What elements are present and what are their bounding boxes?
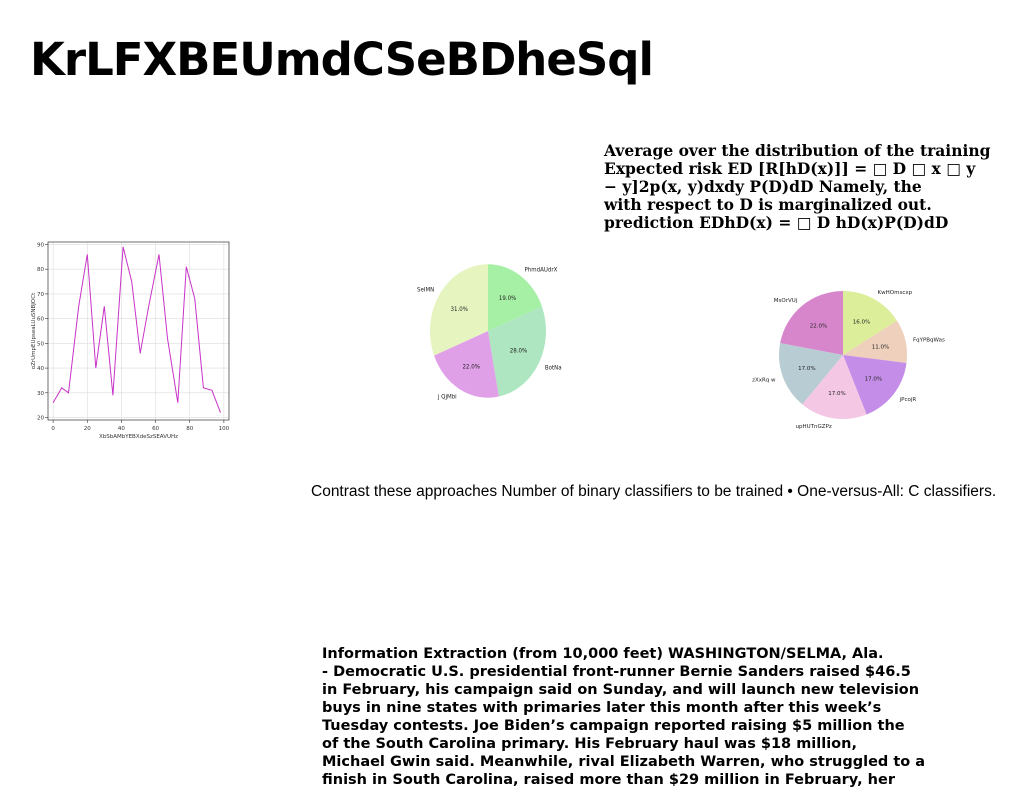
line-chart: 0 20 40 60 80 100 20 30 40 50 60 70 80 90 XbSbAMbYEBXd… (31, 241, 230, 440)
pie-category-label: upHUTnGZPz (796, 424, 832, 430)
article-line: - Democratic U.S. presidential front-run… (322, 664, 911, 680)
pie-slice (488, 306, 546, 397)
pie-pct-label: 17.0% (828, 391, 845, 397)
article-line: Information Extraction (from 10,000 feet… (322, 646, 884, 662)
pie-pct-label: 22.0% (810, 323, 827, 329)
formula-line: Average over the distribution of the tra… (604, 141, 991, 160)
article-text-block: Information Extraction (from 10,000 feet… (322, 645, 926, 789)
article-line: in February, his campaign said on Sunday… (322, 682, 920, 698)
x-tick-label: 40 (118, 426, 125, 432)
plot-frame (47, 241, 230, 421)
pie-chart-1: 19.0% PhmdAUdrX 28.0% BotNa 22.0% j QjMbi 31.0… (417, 264, 562, 401)
pie-chart-2: 16.0% KwHOmscxp 11.0% FqYPBqWas 17.0% jPcojR 1… (752, 290, 945, 430)
pie-pct-label: 28.0% (510, 348, 528, 354)
formula-line: prediction EDhD(x) = □ D hD(x)P(D)dD (604, 213, 949, 232)
pie-category-label: jPcojR (899, 397, 917, 403)
contrast-text: Contrast these approaches Number of bina… (311, 483, 997, 500)
pie-category-label: zXxRq w (752, 377, 776, 383)
pie-category-label: j QjMbi (437, 394, 457, 400)
pie-category-label: FqYPBqWas (913, 337, 945, 343)
pie-slice (843, 355, 907, 415)
pie-category-label: SeIMN (417, 287, 434, 293)
article-line: finish in South Carolina, raised more th… (322, 772, 895, 788)
x-axis-label: XbSbAMbYEBXdeSzSEAVUHz (99, 434, 178, 440)
pie-slice (780, 291, 843, 355)
pie-slice (843, 291, 898, 355)
pie-pct-label: 31.0% (451, 307, 469, 313)
pie-slice (802, 355, 867, 419)
pie-pct-label: 17.0% (865, 377, 882, 383)
x-tick-label: 0 (51, 426, 55, 432)
article-line: Michael Gwin said. Meanwhile, rival Eliz… (322, 754, 926, 770)
line-series (52, 246, 221, 413)
pie-pct-label: 19.0% (499, 296, 517, 302)
pie-pct-label: 22.0% (463, 364, 481, 370)
pie-pct-label: 17.0% (798, 366, 815, 372)
pie-slice (488, 264, 542, 331)
pie-category-label: BotNa (545, 365, 562, 371)
pie-group: 19.0% PhmdAUdrX 28.0% BotNa 22.0% j QjMbi 31.0… (417, 264, 562, 401)
pie-category-label: PhmdAUdrX (525, 267, 558, 273)
formula-line: with respect to D is marginalized out. (604, 195, 932, 214)
formula-text-block: Average over the distribution of the tra… (604, 142, 1014, 232)
y-tick-label: 70 (37, 292, 44, 298)
pie-category-label: KwHOmscxp (878, 290, 913, 296)
pie-pct-label: 11.0% (872, 345, 889, 351)
pie-slice (843, 320, 907, 364)
pie-slice (430, 264, 488, 356)
pie-slice (434, 331, 499, 398)
pie-category-label: MsOrVUj (774, 298, 798, 304)
article-line: of the South Carolina primary. His Febru… (322, 736, 857, 752)
x-tick-label: 20 (84, 426, 91, 432)
x-tick-label: 60 (152, 426, 159, 432)
page-title: KrLFXBEUmdCSeBDheSql (30, 33, 654, 86)
article-line: Tuesday contests. Joe Biden’s campaign r… (322, 718, 905, 734)
y-tick-label: 30 (37, 391, 44, 397)
y-tick-label: 60 (37, 317, 44, 323)
y-tick-label: 20 (37, 416, 44, 422)
y-axis-label: oZrUmpEUpseaLUuSNBJOCt (31, 292, 37, 369)
y-tick-label: 50 (37, 341, 44, 347)
y-tick-label: 80 (37, 267, 44, 273)
y-tick-label: 40 (37, 366, 44, 372)
x-tick-label: 80 (186, 426, 193, 432)
x-tick-label: 100 (219, 426, 230, 432)
article-line: buys in nine states with primaries later… (322, 700, 882, 716)
pie-pct-label: 16.0% (853, 319, 870, 325)
pie-slice (779, 343, 843, 405)
formula-line: Expected risk ED [R[hD(x)]] = □ D □ x □ … (604, 159, 976, 178)
y-tick-label: 90 (37, 242, 44, 248)
formula-line: − y]2p(x, y)dxdy P(D)dD Namely, the (604, 177, 922, 196)
